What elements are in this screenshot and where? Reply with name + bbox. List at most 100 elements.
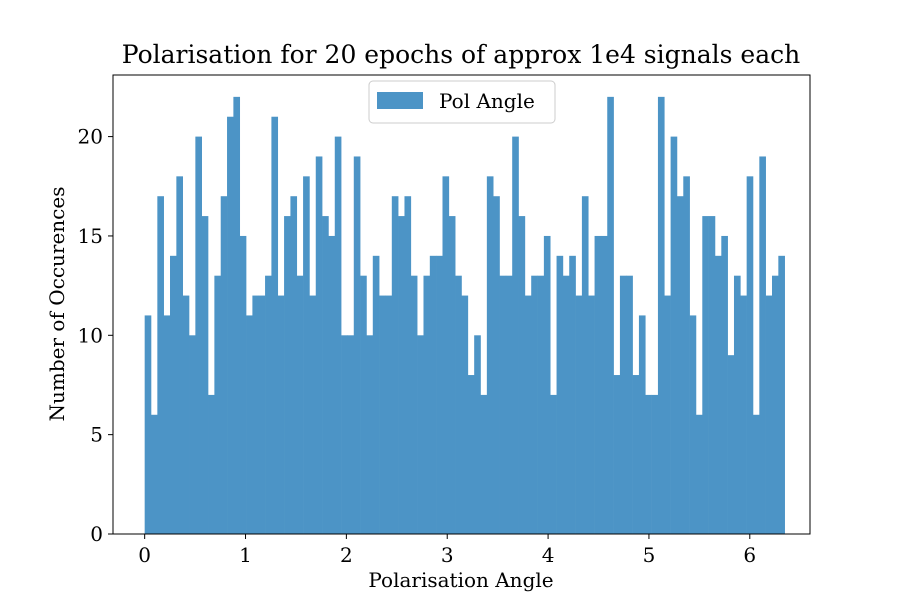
histogram-bar (163, 315, 171, 534)
legend-swatch (377, 92, 423, 109)
histogram-bar (537, 275, 545, 534)
histogram-bar (442, 176, 450, 534)
x-axis-label: Polarisation Angle (368, 568, 553, 592)
histogram-bar (702, 216, 709, 534)
histogram-bar (543, 235, 551, 534)
legend-box (368, 80, 556, 124)
histogram-bar (385, 295, 393, 534)
histogram-bar (328, 235, 336, 534)
histogram-bar (436, 255, 443, 534)
histogram-bar (708, 216, 716, 534)
histogram-bar (676, 196, 684, 534)
y-tick-label: 20 (78, 125, 103, 149)
histogram-bar (588, 295, 595, 534)
histogram-bar (486, 176, 494, 534)
y-tick-label: 5 (90, 423, 103, 447)
histogram-bar (189, 335, 196, 534)
x-tick-label: 2 (340, 543, 353, 567)
histogram-bar (341, 335, 348, 534)
x-tick-label: 3 (441, 543, 454, 567)
histogram-bar (746, 176, 754, 534)
histogram-bar (246, 315, 253, 534)
histogram-bar (531, 275, 538, 534)
histogram-bar (448, 216, 456, 534)
histogram-bar (410, 275, 418, 534)
histogram-bar (271, 116, 279, 534)
histogram-bar (651, 394, 659, 534)
histogram-bar (296, 275, 304, 534)
histogram-bar (334, 136, 342, 534)
histogram-bar (759, 156, 766, 534)
histogram-bar (347, 335, 355, 534)
histogram-bar (683, 176, 690, 534)
histogram-bar (740, 295, 747, 534)
histogram-bar (562, 275, 570, 534)
x-axis-ticks: 0 1 2 3 4 5 6 (138, 534, 756, 567)
histogram-bar (309, 295, 317, 534)
legend: Pol Angle (368, 80, 556, 124)
histogram-bar (556, 255, 564, 534)
histogram-bar (277, 295, 285, 534)
histogram-bar (366, 335, 374, 534)
histogram-bar (239, 235, 247, 534)
histogram-bar (398, 216, 405, 534)
histogram-bar (657, 96, 665, 535)
x-tick-label: 4 (542, 543, 555, 567)
histogram-bar (626, 275, 633, 534)
histogram-bar (613, 375, 621, 534)
histogram-bar (315, 156, 323, 534)
histogram-bar (144, 315, 152, 534)
histogram-bar (480, 394, 488, 534)
histogram-bar (524, 295, 532, 534)
histogram-bar (778, 255, 785, 534)
histogram-bar (600, 235, 608, 534)
legend-label: Pol Angle (439, 89, 535, 113)
histogram-bar (290, 196, 298, 534)
histogram-bar (423, 275, 431, 534)
histogram-bar (182, 295, 190, 534)
histogram-bar (170, 255, 177, 534)
histogram-bar (689, 315, 697, 534)
x-tick-label: 6 (743, 543, 756, 567)
histogram-bar (575, 295, 583, 534)
histogram-bar (233, 96, 241, 535)
bars-group (144, 96, 785, 535)
histogram-bar (752, 414, 760, 534)
histogram-bar (429, 255, 437, 534)
histogram-bar (227, 116, 234, 534)
histogram-bar (733, 275, 741, 534)
histogram-bar (360, 275, 367, 534)
histogram-bar (195, 136, 202, 534)
histogram-bar (157, 196, 164, 534)
histogram-bar (151, 414, 158, 534)
histogram-bar (772, 275, 779, 534)
histogram-bar (220, 196, 228, 534)
x-tick-label: 1 (239, 543, 252, 567)
y-tick-label: 10 (78, 323, 103, 347)
histogram-bar (467, 375, 475, 534)
histogram-bar (252, 295, 260, 534)
histogram-bar (695, 414, 703, 534)
histogram-bar (372, 255, 380, 534)
histogram-bar (417, 335, 424, 534)
histogram-bar (499, 275, 507, 534)
chart-title: Polarisation for 20 epochs of approx 1e4… (122, 40, 800, 69)
histogram-bar (518, 216, 526, 534)
histogram-bar (201, 216, 209, 534)
histogram-bar (550, 394, 557, 534)
histogram-bar (765, 295, 773, 534)
histogram-bar (619, 275, 627, 534)
histogram-bar (404, 196, 412, 534)
histogram-bar (353, 156, 361, 534)
histogram-bar (303, 176, 310, 534)
plot-area-frame (112, 74, 811, 535)
histogram-bar (727, 355, 735, 534)
y-axis-label: Number of Occurences (45, 187, 69, 422)
histogram-bar (474, 335, 481, 534)
histogram-bar (664, 295, 671, 534)
histogram-bar (258, 295, 266, 534)
histogram-bar (581, 196, 589, 534)
histogram-bar (645, 394, 652, 534)
histogram-bar (265, 275, 272, 534)
